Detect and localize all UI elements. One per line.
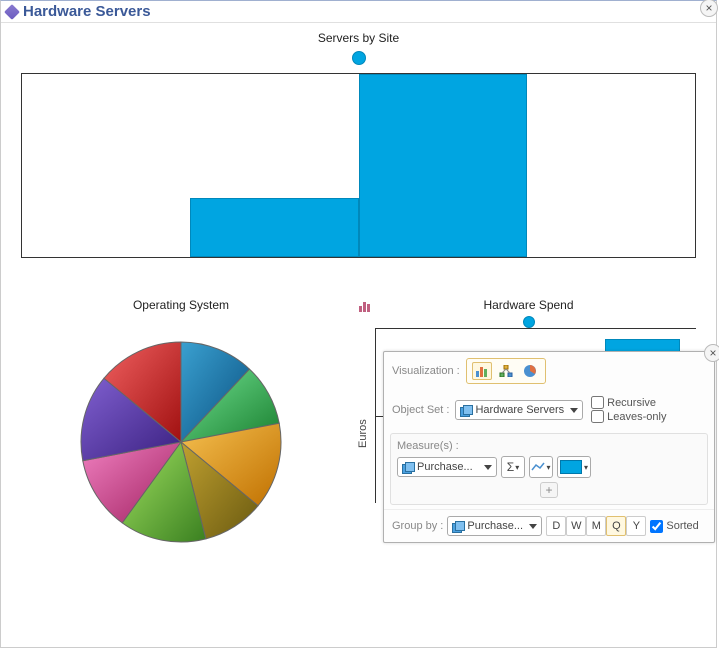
cube-icon [460, 405, 472, 415]
panel-title: Hardware Servers [23, 3, 151, 20]
cube-icon [452, 521, 464, 531]
time-y-button[interactable]: Y [626, 516, 646, 536]
sigma-button[interactable]: Σ▾ [501, 456, 525, 478]
time-d-button[interactable]: D [546, 516, 566, 536]
groupby-combo[interactable]: Purchase... [447, 516, 542, 536]
groupby-label: Group by : [392, 520, 443, 532]
chart-title: Operating System [21, 298, 341, 312]
legend-marker [352, 51, 366, 65]
sorted-checkbox[interactable] [650, 520, 663, 533]
object-set-combo[interactable]: Hardware Servers [455, 400, 583, 420]
cube-icon [4, 4, 20, 20]
time-m-button[interactable]: M [586, 516, 606, 536]
popup-close-button[interactable]: × [704, 344, 719, 362]
visualization-picker [466, 358, 546, 384]
recursive-checkbox-row[interactable]: Recursive [591, 396, 666, 409]
legend-marker [523, 316, 535, 328]
color-swatch [560, 460, 582, 474]
time-q-button[interactable]: Q [606, 516, 626, 536]
measure-combo[interactable]: Purchase... [397, 457, 497, 477]
panel-header: Hardware Servers [1, 1, 716, 23]
hardware-servers-panel: × Hardware Servers Servers by Site Opera… [0, 0, 717, 648]
vis-bar-button[interactable] [472, 362, 492, 380]
pie-chart-area [71, 332, 291, 552]
chart-config-popup: × Visualization : Object Set : Hardware … [383, 351, 715, 543]
bar-slot [527, 74, 695, 257]
bar [359, 74, 527, 257]
time-granularity-buttons: DWMQY [546, 516, 646, 536]
bar-slot [190, 74, 358, 257]
y-axis-label: Euros [357, 419, 369, 448]
visualization-label: Visualization : [392, 365, 460, 377]
bar-slot [22, 74, 190, 257]
color-button[interactable]: ▾ [557, 456, 591, 478]
line-style-button[interactable]: ▾ [529, 456, 553, 478]
bar [190, 198, 358, 257]
add-measure-button[interactable]: + [540, 482, 558, 498]
servers-by-site-chart: Servers by Site [1, 31, 716, 258]
sorted-checkbox-row[interactable]: Sorted [650, 520, 698, 533]
operating-system-chart: Operating System [21, 298, 341, 552]
measures-section: Measure(s) : Purchase... Σ▾ ▾ ▾ + [390, 433, 708, 505]
chart-title: Servers by Site [1, 31, 716, 45]
leaves-checkbox[interactable] [591, 410, 604, 423]
vis-pie-button[interactable] [520, 362, 540, 380]
leaves-checkbox-row[interactable]: Leaves-only [591, 410, 666, 423]
cube-icon [402, 462, 414, 472]
vis-tree-button[interactable] [496, 362, 516, 380]
bar-slot [359, 74, 527, 257]
object-set-label: Object Set : [392, 404, 449, 416]
recursive-checkbox[interactable] [591, 396, 604, 409]
measures-label: Measure(s) : [397, 440, 701, 452]
bar-chart-area [21, 73, 696, 258]
chart-title: Hardware Spend [361, 298, 696, 312]
time-w-button[interactable]: W [566, 516, 586, 536]
